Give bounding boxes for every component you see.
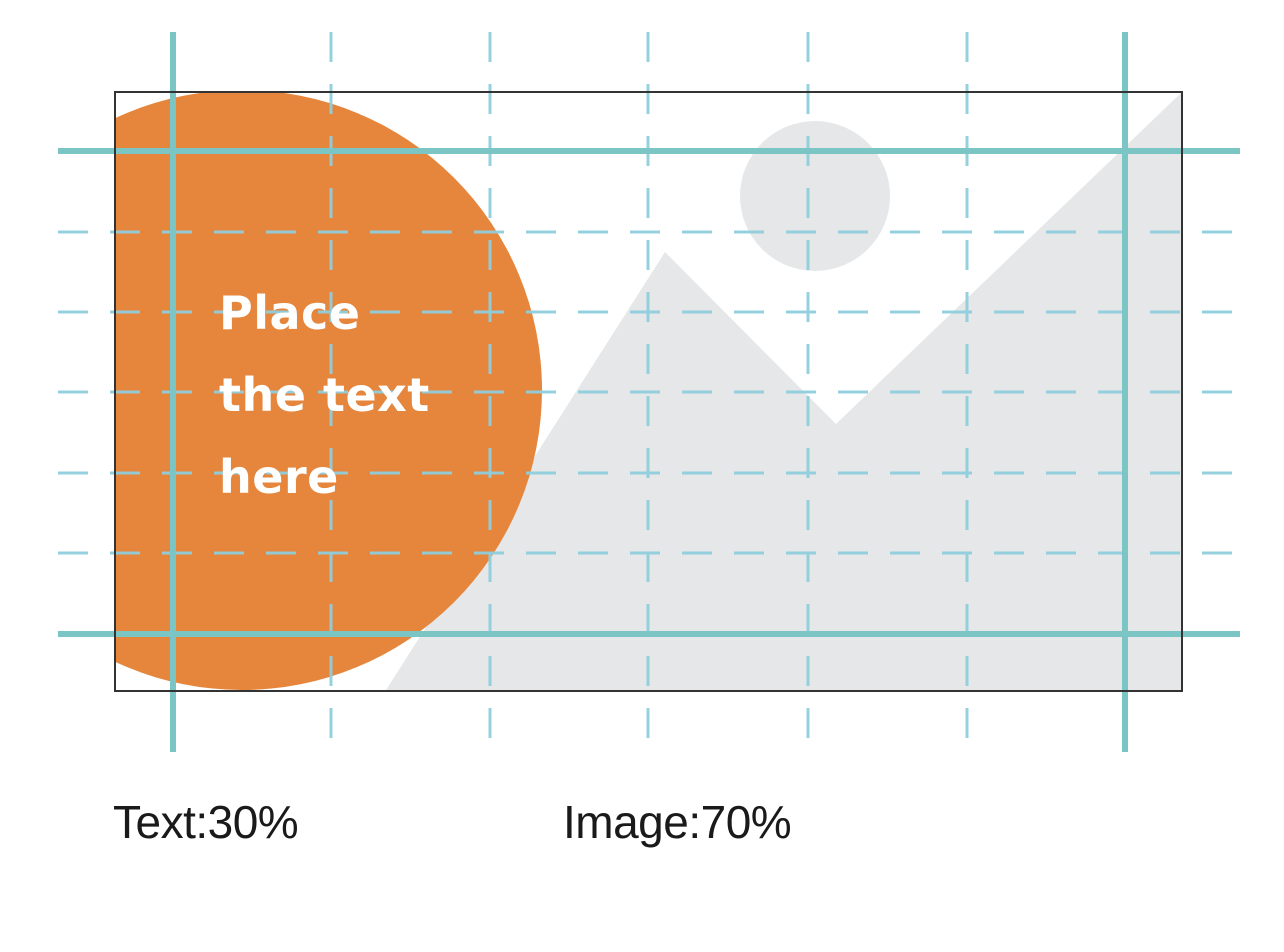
placeholder-text-line: here	[219, 450, 339, 504]
image-share-caption: Image:70%	[563, 796, 792, 848]
banner-frame	[114, 91, 1183, 692]
placeholder-text-line: Place	[219, 286, 361, 340]
mountain-shape	[386, 92, 1182, 691]
text-share-caption: Text:30%	[113, 796, 299, 848]
sun-shape	[740, 121, 890, 271]
margin-guides	[58, 32, 1240, 752]
placeholder-text-line: the text	[219, 368, 430, 422]
